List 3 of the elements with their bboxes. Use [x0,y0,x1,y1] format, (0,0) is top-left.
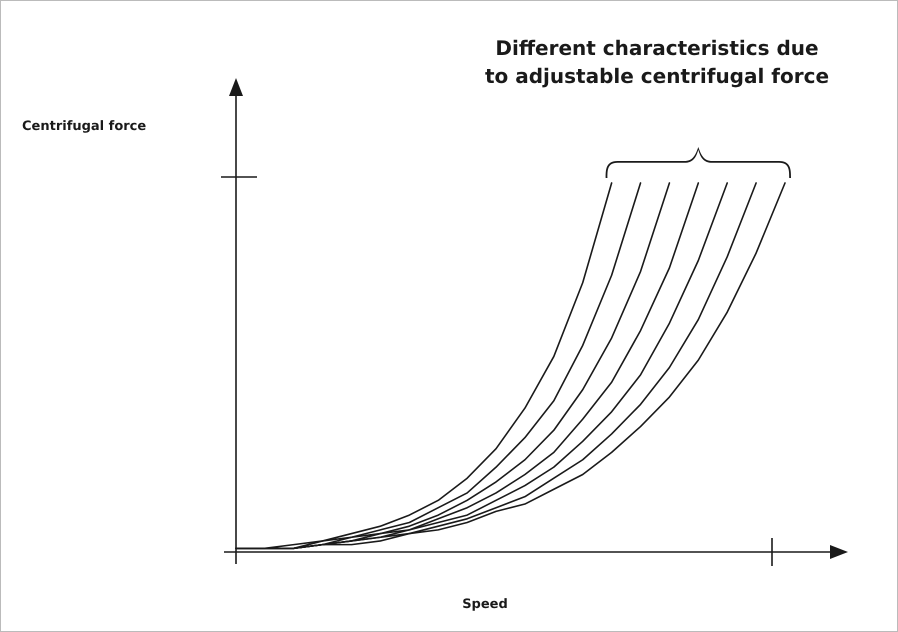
x-axis-title: Speed [462,597,508,612]
chart-title: Different characteristics due to adjustable centrifugal force [484,36,830,88]
text: Centrifugal force [22,119,146,134]
